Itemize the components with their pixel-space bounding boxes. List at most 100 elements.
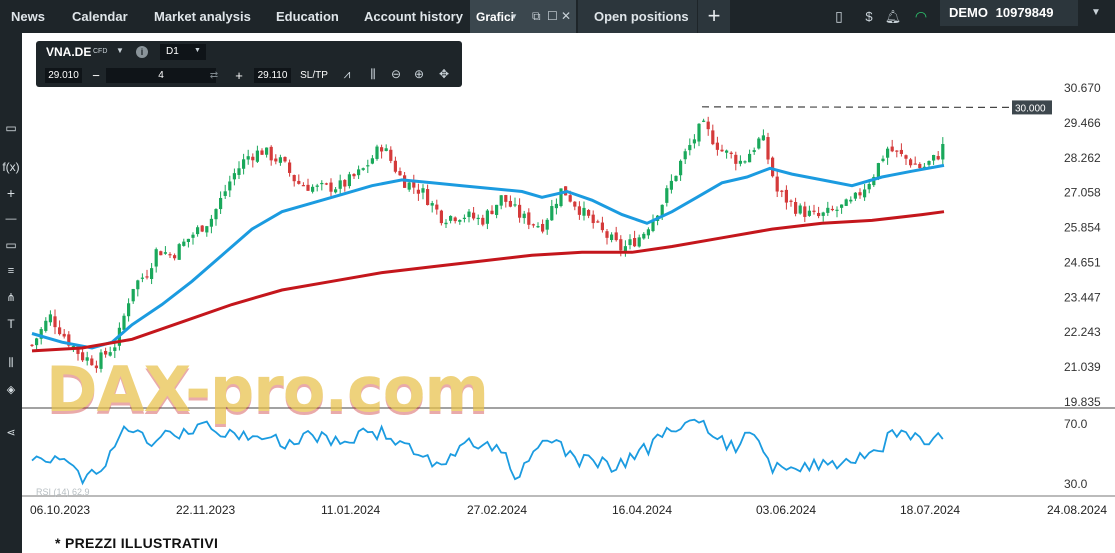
candle-up — [186, 238, 190, 243]
candle-down — [830, 208, 834, 211]
candle-down — [393, 160, 397, 172]
candle-up — [683, 151, 687, 160]
zoom-in-icon[interactable]: ⊕ — [413, 67, 425, 81]
maximize-icon[interactable]: ☐ — [547, 9, 558, 23]
candle-down — [412, 181, 416, 188]
candle-up — [467, 211, 471, 218]
account-number: 10979849 — [995, 5, 1054, 20]
price-chart[interactable]: 30.670 29.466 28.262 27.058 25.854 24.651 23.4… — [22, 33, 1115, 520]
candle-up — [927, 160, 931, 165]
account-chevron-down-icon[interactable]: ▼ — [1091, 7, 1101, 18]
fibonacci-icon[interactable]: ≡ — [7, 265, 15, 277]
candle-up — [692, 139, 696, 144]
candle-up — [821, 212, 825, 216]
swap-icon[interactable]: ⇄ — [209, 70, 219, 81]
tab-market-analysis[interactable]: Market analysis — [154, 9, 251, 24]
candle-down — [490, 210, 494, 215]
candle-down — [909, 159, 913, 166]
candle-down — [936, 156, 940, 160]
candle-up — [449, 215, 453, 221]
chart-canvas[interactable]: 30.670 29.466 28.262 27.058 25.854 24.651 23.4… — [22, 33, 1115, 520]
window-icon[interactable]: ▭ — [5, 121, 17, 135]
candle-down — [62, 333, 66, 337]
add-tab-button[interactable]: + — [697, 0, 730, 33]
horizontal-line-icon[interactable]: — — [5, 213, 17, 225]
decrease-quantity-button[interactable]: − — [92, 68, 100, 83]
candle-up — [807, 210, 811, 216]
candle-up — [361, 168, 365, 170]
quantity-input[interactable]: 4 — [106, 68, 216, 83]
candle-down — [504, 195, 508, 202]
candle-down — [416, 189, 420, 194]
zoom-out-icon[interactable]: ⊖ — [390, 67, 402, 81]
tab-account-history[interactable]: Account history — [364, 9, 463, 24]
candle-down — [90, 358, 94, 366]
symbol-type: CFD — [93, 48, 108, 55]
candle-down — [301, 185, 305, 187]
share-icon[interactable]: ⋖ — [6, 427, 16, 439]
candle-up — [35, 338, 39, 346]
time-axis-label: 11.01.2024 — [321, 503, 380, 517]
price-level-line — [701, 106, 1013, 109]
time-axis-label: 22.11.2023 — [176, 503, 235, 517]
candle-up — [628, 239, 632, 246]
info-icon[interactable]: i — [136, 46, 148, 58]
line-chart-icon[interactable]: ⩘ — [343, 67, 351, 81]
candle-down — [605, 231, 609, 238]
candle-down — [711, 130, 715, 145]
candles-icon[interactable]: ⫼ — [370, 67, 376, 81]
layers-icon[interactable]: ◈ — [6, 384, 16, 396]
tab-education[interactable]: Education — [276, 9, 339, 24]
candle-up — [315, 185, 319, 187]
layout-icon[interactable]: ▯ — [835, 8, 843, 24]
ask-price-button[interactable]: 29.110 — [254, 68, 291, 83]
move-icon[interactable]: ✥ — [438, 67, 450, 81]
tab-news[interactable]: News — [11, 9, 45, 24]
tab-open-positions[interactable]: Open positions — [578, 0, 697, 33]
candle-down — [858, 192, 862, 196]
popout-icon[interactable]: ⧉ — [532, 9, 541, 23]
candle-up — [669, 180, 673, 190]
price-axis-label: 25.854 — [1064, 221, 1101, 235]
candle-up — [122, 315, 126, 330]
symbol-chevron-down-icon[interactable]: ▼ — [116, 46, 124, 55]
tab-calendar[interactable]: Calendar — [72, 9, 128, 24]
timeframe-select[interactable]: D1 ▼ — [160, 44, 206, 60]
account-selector[interactable]: DEMO 10979849 — [940, 0, 1078, 26]
candle-up — [702, 120, 706, 122]
candle-up — [757, 138, 761, 149]
candle-down — [453, 217, 457, 222]
candle-up — [370, 158, 374, 164]
candle-up — [246, 156, 250, 160]
tab-grafici[interactable]: Grafici ▼ ⧉ ☐ ✕ — [470, 0, 576, 33]
indicators-icon[interactable]: ⫼ — [8, 357, 14, 369]
currency-icon[interactable]: $ — [865, 9, 873, 24]
candle-up — [679, 160, 683, 176]
symbol-name[interactable]: VNA.DE — [46, 45, 92, 59]
candle-up — [651, 219, 655, 232]
bid-price-button[interactable]: 29.010 — [45, 68, 82, 83]
candle-up — [407, 182, 411, 190]
candle-down — [168, 254, 172, 256]
chevron-down-icon[interactable]: ▼ — [510, 12, 518, 21]
wifi-icon: ◠ — [914, 8, 928, 24]
candle-down — [794, 202, 798, 214]
function-icon[interactable]: f(x) — [2, 160, 20, 174]
candle-up — [872, 176, 876, 186]
bell-icon[interactable]: 🔔︎ — [884, 9, 902, 24]
candle-up — [688, 145, 692, 151]
text-icon[interactable]: T — [7, 317, 15, 331]
pitchfork-icon[interactable]: ⋔ — [6, 292, 16, 304]
candle-up — [748, 153, 752, 163]
candle-up — [743, 161, 747, 163]
candle-up — [458, 220, 462, 222]
moving-average-slow-line — [31, 210, 945, 353]
close-icon[interactable]: ✕ — [561, 9, 572, 23]
sltp-button[interactable]: SL/TP — [300, 70, 328, 81]
rectangle-icon[interactable]: ▭ — [5, 238, 17, 252]
watermark-logo: DAX-pro.com — [46, 353, 489, 426]
price-axis-label: 30.670 — [1064, 81, 1101, 95]
crosshair-icon[interactable]: + — [6, 185, 16, 201]
time-axis-label: 16.04.2024 — [612, 503, 672, 517]
increase-quantity-button[interactable]: + — [235, 68, 243, 83]
